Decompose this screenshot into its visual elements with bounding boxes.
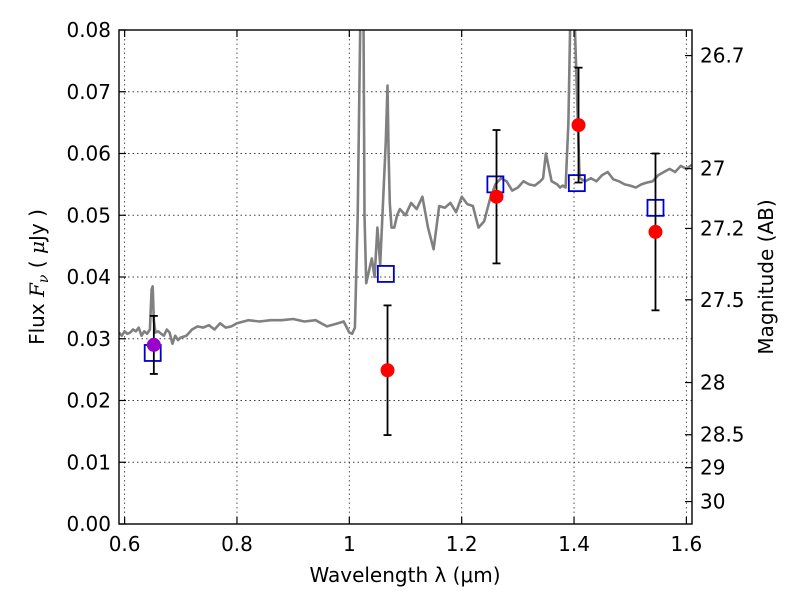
spectrum-line	[119, 30, 692, 346]
grid	[119, 30, 692, 524]
data-point	[571, 118, 586, 133]
x-axis-title: Wavelength λ (μm)	[309, 563, 500, 587]
square-marker	[567, 174, 586, 193]
right-tick-label: 30	[700, 490, 725, 514]
right-tick-label: 27.2	[700, 216, 745, 240]
data-point	[146, 337, 161, 352]
y-tick-label: 0.03	[66, 327, 111, 351]
y-tick-label: 0.05	[66, 203, 111, 227]
x-tick-label: 1.2	[446, 532, 478, 556]
right-tick-label: 28	[700, 371, 725, 395]
plot-area	[119, 30, 692, 436]
data-point	[489, 189, 504, 204]
y-tick-label: 0.06	[66, 142, 111, 166]
right-tick-label: 29	[700, 456, 725, 480]
data-group	[119, 30, 692, 436]
y-tick-label: 0.07	[66, 80, 111, 104]
x-tick-label: 1.6	[670, 532, 702, 556]
y-tick-label: 0.08	[66, 18, 111, 42]
right-tick-label: 28.5	[700, 423, 745, 447]
y-tick-label: 0.00	[66, 512, 111, 536]
x-tick-label: 1	[343, 532, 356, 556]
right-axis-title: Magnitude (AB)	[754, 199, 778, 354]
y-tick-label: 0.01	[66, 450, 111, 474]
data-point	[380, 363, 395, 378]
right-tick-label: 26.7	[700, 44, 745, 68]
y-tick-label: 0.02	[66, 389, 111, 413]
right-tick-label: 27.5	[700, 288, 745, 312]
y-tick-label: 0.04	[66, 265, 111, 289]
y-axis-title: Flux Fν ( μJy )	[25, 209, 52, 345]
x-tick-label: 0.8	[221, 532, 253, 556]
right-tick-label: 27	[700, 157, 725, 181]
axes: 0.00 0.01 0.02 0.03 0.04 0.05 0.06 0.07 0.08 0.6 0…	[66, 18, 744, 556]
x-tick-label: 0.6	[109, 532, 141, 556]
x-tick-label: 1.4	[558, 532, 590, 556]
data-point	[648, 224, 663, 239]
square-marker	[376, 265, 395, 283]
